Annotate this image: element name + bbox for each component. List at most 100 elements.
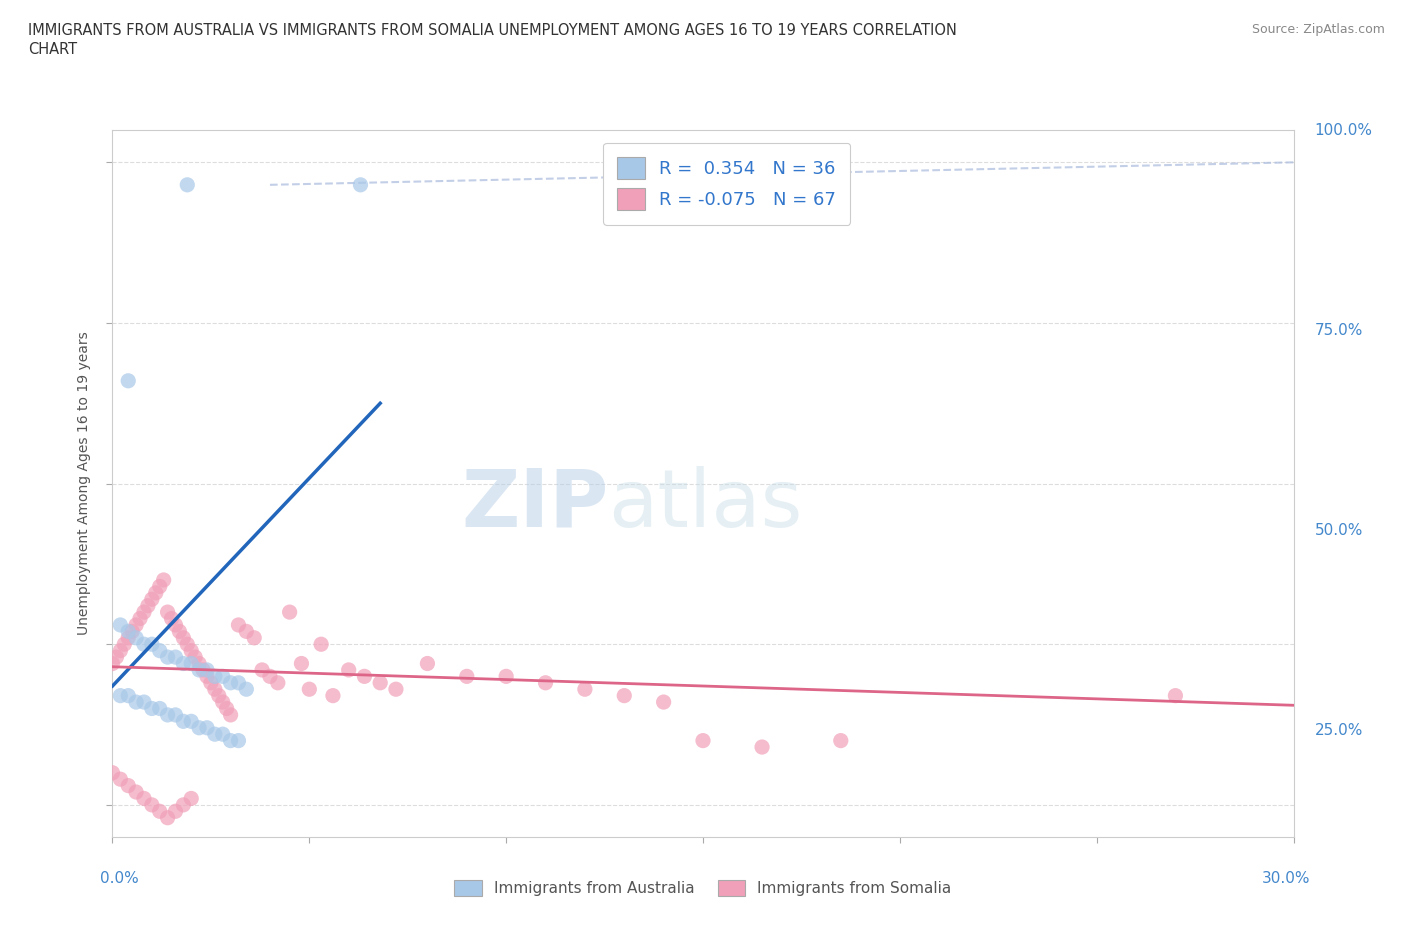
- Point: [204, 682, 226, 697]
- Point: [117, 778, 139, 793]
- Point: [145, 585, 167, 600]
- Point: [101, 765, 124, 780]
- Point: [349, 178, 371, 193]
- Point: [121, 624, 143, 639]
- Point: [141, 591, 163, 606]
- Point: [211, 669, 233, 684]
- Point: [219, 733, 242, 748]
- Point: [105, 650, 128, 665]
- Point: [751, 739, 773, 754]
- Point: [132, 637, 155, 652]
- Point: [191, 662, 214, 677]
- Point: [110, 688, 132, 703]
- Point: [495, 669, 517, 684]
- Point: [652, 695, 675, 710]
- Point: [184, 650, 207, 665]
- Point: [176, 637, 198, 652]
- Point: [204, 726, 226, 741]
- Text: 30.0%: 30.0%: [1263, 871, 1310, 886]
- Text: ZIP: ZIP: [461, 466, 609, 544]
- Point: [117, 688, 139, 703]
- Point: [180, 656, 202, 671]
- Point: [141, 701, 163, 716]
- Point: [456, 669, 478, 684]
- Point: [290, 656, 312, 671]
- Point: [298, 682, 321, 697]
- Point: [211, 726, 233, 741]
- Point: [132, 604, 155, 619]
- Point: [101, 656, 124, 671]
- Point: [110, 772, 132, 787]
- Point: [228, 675, 250, 690]
- Point: [309, 637, 332, 652]
- Point: [117, 373, 139, 388]
- Point: [188, 656, 211, 671]
- Point: [110, 644, 132, 658]
- Point: [267, 675, 290, 690]
- Text: atlas: atlas: [609, 466, 803, 544]
- Point: [228, 618, 250, 632]
- Point: [129, 611, 152, 626]
- Point: [149, 579, 172, 594]
- Point: [172, 714, 194, 729]
- Point: [117, 624, 139, 639]
- Point: [215, 701, 238, 716]
- Point: [219, 708, 242, 723]
- Point: [169, 624, 191, 639]
- Point: [692, 733, 714, 748]
- Text: CHART: CHART: [28, 42, 77, 57]
- Point: [180, 791, 202, 806]
- Point: [165, 650, 187, 665]
- Point: [188, 662, 211, 677]
- Point: [160, 611, 183, 626]
- Point: [156, 810, 179, 825]
- Point: [165, 804, 187, 818]
- Point: [125, 785, 148, 800]
- Point: [172, 631, 194, 645]
- Point: [219, 675, 242, 690]
- Point: [613, 688, 636, 703]
- Point: [125, 618, 148, 632]
- Point: [149, 644, 172, 658]
- Point: [141, 637, 163, 652]
- Point: [156, 604, 179, 619]
- Text: 100.0%: 100.0%: [1315, 123, 1372, 138]
- Y-axis label: Unemployment Among Ages 16 to 19 years: Unemployment Among Ages 16 to 19 years: [77, 332, 91, 635]
- Point: [149, 701, 172, 716]
- Point: [156, 708, 179, 723]
- Point: [195, 669, 218, 684]
- Point: [125, 631, 148, 645]
- Point: [385, 682, 408, 697]
- Point: [117, 631, 139, 645]
- Text: 0.0%: 0.0%: [100, 871, 139, 886]
- Legend: R =  0.354   N = 36, R = -0.075   N = 67: R = 0.354 N = 36, R = -0.075 N = 67: [603, 143, 851, 225]
- Point: [180, 714, 202, 729]
- Point: [337, 662, 360, 677]
- Point: [110, 618, 132, 632]
- Point: [188, 721, 211, 736]
- Text: 50.0%: 50.0%: [1315, 523, 1362, 538]
- Point: [204, 669, 226, 684]
- Point: [235, 682, 257, 697]
- Point: [149, 804, 172, 818]
- Point: [132, 791, 155, 806]
- Point: [156, 650, 179, 665]
- Point: [322, 688, 344, 703]
- Point: [208, 688, 231, 703]
- Point: [278, 604, 301, 619]
- Legend: Immigrants from Australia, Immigrants from Somalia: Immigrants from Australia, Immigrants fr…: [447, 872, 959, 904]
- Point: [368, 675, 391, 690]
- Text: Source: ZipAtlas.com: Source: ZipAtlas.com: [1251, 23, 1385, 36]
- Text: IMMIGRANTS FROM AUSTRALIA VS IMMIGRANTS FROM SOMALIA UNEMPLOYMENT AMONG AGES 16 : IMMIGRANTS FROM AUSTRALIA VS IMMIGRANTS …: [28, 23, 957, 38]
- Point: [165, 618, 187, 632]
- Point: [250, 662, 273, 677]
- Point: [125, 695, 148, 710]
- Point: [132, 695, 155, 710]
- Point: [353, 669, 375, 684]
- Point: [176, 178, 198, 193]
- Point: [180, 644, 202, 658]
- Point: [112, 637, 135, 652]
- Point: [259, 669, 281, 684]
- Point: [534, 675, 557, 690]
- Point: [416, 656, 439, 671]
